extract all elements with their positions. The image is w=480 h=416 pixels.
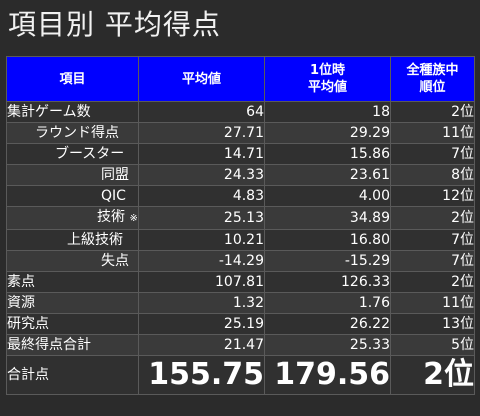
row-rank: 7位 xyxy=(390,143,475,165)
table-row: 最終得点合計 21.47 25.33 5位 xyxy=(6,334,475,356)
row-avg: 64 xyxy=(138,101,265,123)
row-first-avg: 1.76 xyxy=(264,292,391,314)
row-avg: 25.19 xyxy=(138,313,265,335)
row-label: 集計ゲーム数 xyxy=(6,101,139,123)
row-label: 技術 ※1 xyxy=(6,206,139,230)
row-first-avg: 18 xyxy=(264,101,391,123)
row-label: 研究点 xyxy=(6,313,139,335)
table-row: 研究点 25.19 26.22 13位 xyxy=(6,313,475,335)
total-first-avg: 179.56 xyxy=(264,355,391,395)
header-avg: 平均値 xyxy=(138,56,265,102)
row-label: 上級技術 xyxy=(6,229,139,251)
row-label: 最終得点合計 xyxy=(6,334,139,356)
total-rank: 2位 xyxy=(390,355,475,395)
row-label: QIC xyxy=(6,185,139,207)
total-avg: 155.75 xyxy=(138,355,265,395)
row-label: ラウンド得点 xyxy=(6,122,139,144)
page-title: 項目別 平均得点 xyxy=(8,8,221,41)
total-label: 合計点 xyxy=(6,355,139,395)
row-first-avg: 34.89 xyxy=(264,206,391,230)
header-first-avg: 1位時 平均値 xyxy=(264,56,391,102)
table-row: 同盟 24.33 23.61 8位 xyxy=(6,164,475,186)
row-avg: 107.81 xyxy=(138,271,265,293)
row-rank: 7位 xyxy=(390,229,475,251)
row-first-avg: 15.86 xyxy=(264,143,391,165)
row-label-text: 技術 xyxy=(97,209,125,225)
table-row: 失点 -14.29 -15.29 7位 xyxy=(6,250,475,272)
row-avg: 4.83 xyxy=(138,185,265,207)
row-rank: 2位 xyxy=(390,271,475,293)
row-avg: 14.71 xyxy=(138,143,265,165)
header-first-avg-line1: 1位時 xyxy=(309,63,346,78)
row-first-avg: 126.33 xyxy=(264,271,391,293)
row-first-avg: 29.29 xyxy=(264,122,391,144)
header-item: 項目 xyxy=(6,56,139,102)
row-avg: 27.71 xyxy=(138,122,265,144)
row-rank: 2位 xyxy=(390,101,475,123)
row-first-avg: 4.00 xyxy=(264,185,391,207)
table-row: 集計ゲーム数 64 18 2位 xyxy=(6,101,475,123)
row-first-avg: 26.22 xyxy=(264,313,391,335)
header-first-avg-line2: 平均値 xyxy=(307,80,347,95)
footnote-mark: ※1 xyxy=(129,213,138,224)
stats-table: 項目 平均値 1位時 平均値 全種族中 順位 集計ゲーム数 64 18 2位 ラ… xyxy=(6,56,475,395)
row-avg: 25.13 xyxy=(138,206,265,230)
row-rank: 12位 xyxy=(390,185,475,207)
row-label: 失点 xyxy=(6,250,139,272)
row-first-avg: 16.80 xyxy=(264,229,391,251)
row-avg: 10.21 xyxy=(138,229,265,251)
row-rank: 2位 xyxy=(390,206,475,230)
row-label: 素点 xyxy=(6,271,139,293)
row-first-avg: 23.61 xyxy=(264,164,391,186)
row-label: 同盟 xyxy=(6,164,139,186)
table-row: ラウンド得点 27.71 29.29 11位 xyxy=(6,122,475,144)
table-row: 資源 1.32 1.76 11位 xyxy=(6,292,475,314)
row-label: ブースター xyxy=(6,143,139,165)
header-rank-line1: 全種族中 xyxy=(406,63,459,78)
row-avg: 24.33 xyxy=(138,164,265,186)
table-row: 上級技術 10.21 16.80 7位 xyxy=(6,229,475,251)
table-row: 技術 ※1 25.13 34.89 2位 xyxy=(6,206,475,230)
row-avg: 1.32 xyxy=(138,292,265,314)
header-rank: 全種族中 順位 xyxy=(390,56,475,102)
row-first-avg: -15.29 xyxy=(264,250,391,272)
row-label: 資源 xyxy=(6,292,139,314)
row-rank: 7位 xyxy=(390,250,475,272)
row-rank: 11位 xyxy=(390,292,475,314)
row-avg: -14.29 xyxy=(138,250,265,272)
row-first-avg: 25.33 xyxy=(264,334,391,356)
table-row: QIC 4.83 4.00 12位 xyxy=(6,185,475,207)
total-row: 合計点 155.75 179.56 2位 xyxy=(6,355,475,395)
table-row: 素点 107.81 126.33 2位 xyxy=(6,271,475,293)
row-rank: 13位 xyxy=(390,313,475,335)
table-row: ブースター 14.71 15.86 7位 xyxy=(6,143,475,165)
row-rank: 11位 xyxy=(390,122,475,144)
row-rank: 5位 xyxy=(390,334,475,356)
header-rank-line2: 順位 xyxy=(419,80,446,95)
row-avg: 21.47 xyxy=(138,334,265,356)
header-row: 項目 平均値 1位時 平均値 全種族中 順位 xyxy=(6,56,475,102)
row-rank: 8位 xyxy=(390,164,475,186)
